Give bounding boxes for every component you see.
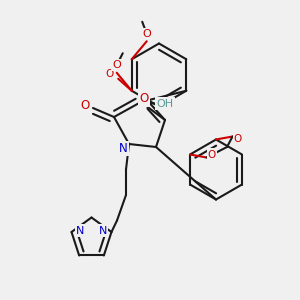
Text: OH: OH [156, 98, 174, 109]
Text: O: O [105, 69, 113, 79]
Text: N: N [76, 226, 84, 236]
Text: N: N [99, 226, 107, 236]
Text: O: O [234, 134, 242, 144]
Text: O: O [142, 29, 151, 39]
Text: O: O [208, 149, 216, 160]
Text: O: O [81, 98, 90, 112]
Text: O: O [112, 60, 121, 70]
Text: N: N [118, 142, 127, 155]
Text: O: O [140, 92, 148, 106]
